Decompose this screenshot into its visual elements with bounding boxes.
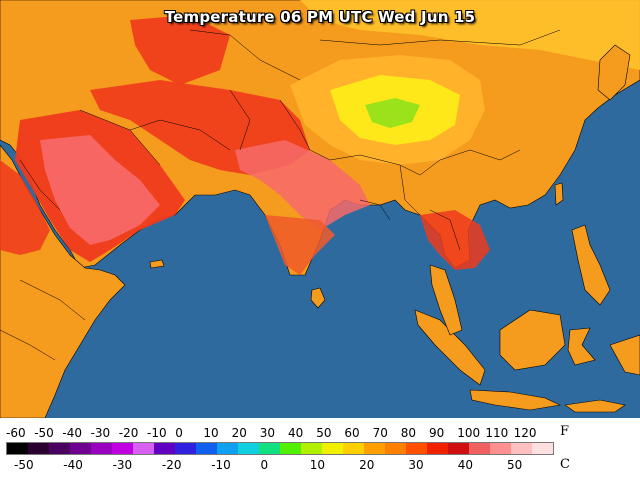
fahrenheit-tick: 100 bbox=[457, 426, 481, 440]
landmass-japan bbox=[597, 44, 631, 101]
scale-segment bbox=[532, 443, 553, 454]
cold-zone-tibet-core bbox=[365, 98, 420, 128]
landmass-malay bbox=[429, 264, 463, 336]
fahrenheit-tick: 30 bbox=[259, 426, 276, 440]
island-sulawesi bbox=[567, 327, 596, 366]
scale-segment bbox=[154, 443, 175, 454]
temperature-map bbox=[0, 0, 640, 418]
island-socotra bbox=[149, 259, 165, 269]
scale-segment bbox=[238, 443, 259, 454]
fahrenheit-tick: -50 bbox=[34, 426, 54, 440]
fahrenheit-tick: -40 bbox=[62, 426, 82, 440]
country-borders bbox=[0, 29, 561, 361]
scale-segment bbox=[133, 443, 154, 454]
celsius-tick: 10 bbox=[309, 458, 326, 472]
scale-segment bbox=[175, 443, 196, 454]
scale-segment bbox=[427, 443, 448, 454]
island-java bbox=[469, 389, 562, 411]
fahrenheit-tick: 0 bbox=[175, 426, 183, 440]
islands-philippines bbox=[571, 224, 611, 306]
fahrenheit-tick: -60 bbox=[6, 426, 26, 440]
scale-segment bbox=[322, 443, 343, 454]
island-new-guinea bbox=[609, 334, 640, 376]
scale-segment bbox=[469, 443, 490, 454]
heat-zone-india-north bbox=[235, 140, 370, 230]
scale-segment bbox=[385, 443, 406, 454]
island-taiwan bbox=[554, 182, 564, 206]
fahrenheit-tick: 110 bbox=[485, 426, 509, 440]
heat-zone-indochina bbox=[420, 210, 490, 270]
scale-segment bbox=[49, 443, 70, 454]
fahrenheit-tick: 120 bbox=[513, 426, 537, 440]
fahrenheit-tick: -30 bbox=[90, 426, 111, 440]
heat-zone-caspian bbox=[130, 15, 230, 85]
celsius-tick: -30 bbox=[112, 458, 133, 472]
scale-segment bbox=[112, 443, 133, 454]
island-borneo bbox=[499, 309, 566, 371]
celsius-tick: -50 bbox=[14, 458, 34, 472]
fahrenheit-tick: 40 bbox=[288, 426, 304, 440]
warm-zone-north bbox=[300, 0, 640, 70]
fahrenheit-tick: 70 bbox=[372, 426, 388, 440]
scale-segment bbox=[28, 443, 49, 454]
map-title: Temperature 06 PM UTC Wed Jun 15 bbox=[164, 8, 476, 26]
island-sri-lanka bbox=[310, 287, 326, 309]
scale-segment bbox=[490, 443, 511, 454]
fahrenheit-tick: 60 bbox=[344, 426, 360, 440]
scale-segment bbox=[70, 443, 91, 454]
celsius-unit-label: C bbox=[560, 457, 570, 472]
celsius-tick: -10 bbox=[211, 458, 231, 472]
heat-zone-arabia-core bbox=[40, 135, 160, 245]
heat-zone-africa bbox=[0, 160, 50, 255]
fahrenheit-unit-label: F bbox=[560, 424, 570, 439]
scale-segment bbox=[406, 443, 427, 454]
celsius-tick: 40 bbox=[457, 458, 473, 472]
celsius-tick: 20 bbox=[359, 458, 375, 472]
celsius-tick: 50 bbox=[507, 458, 523, 472]
scale-segment bbox=[448, 443, 469, 454]
fahrenheit-tick: -10 bbox=[147, 426, 167, 440]
scale-segment bbox=[364, 443, 385, 454]
fahrenheit-tick: -20 bbox=[118, 426, 139, 440]
fahrenheit-tick: 50 bbox=[316, 426, 332, 440]
scale-segment bbox=[343, 443, 364, 454]
fahrenheit-tick: 80 bbox=[400, 426, 417, 440]
fahrenheit-tick: 10 bbox=[203, 426, 219, 440]
scale-segment bbox=[259, 443, 280, 454]
scale-segment bbox=[301, 443, 322, 454]
celsius-tick: -40 bbox=[63, 458, 83, 472]
celsius-tick: 0 bbox=[260, 458, 269, 472]
fahrenheit-tick: 90 bbox=[429, 426, 445, 440]
celsius-tick: 30 bbox=[408, 458, 424, 472]
scale-segment bbox=[91, 443, 112, 454]
scale-segment bbox=[7, 443, 28, 454]
celsius-tick: -20 bbox=[161, 458, 182, 472]
scale-segment bbox=[196, 443, 217, 454]
heat-zone-india-south bbox=[265, 215, 335, 275]
islands-lesser-sunda bbox=[564, 399, 626, 413]
scale-segment bbox=[217, 443, 238, 454]
scale-segment bbox=[511, 443, 532, 454]
scale-segment bbox=[280, 443, 301, 454]
color-scale-bar bbox=[6, 442, 554, 455]
fahrenheit-tick: 20 bbox=[231, 426, 247, 440]
